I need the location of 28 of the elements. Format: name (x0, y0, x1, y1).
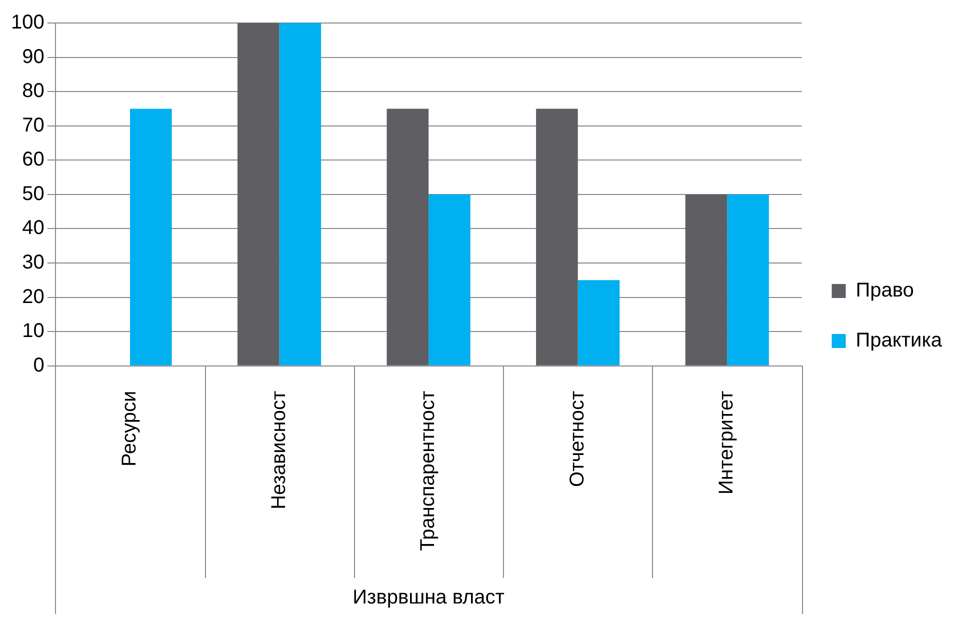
x-tick-label: Ресурси (118, 390, 141, 467)
y-tick-label: 60 (22, 148, 44, 171)
bar (279, 23, 322, 366)
y-tick-label: 100 (10, 12, 44, 34)
legend-label: Практика (856, 330, 943, 352)
y-tick-label: 10 (22, 320, 44, 342)
x-tick-label: Интегритет (716, 390, 738, 495)
bar (130, 108, 172, 366)
legend-label: Право (856, 280, 914, 302)
y-tick-label: 70 (22, 114, 44, 136)
bar (428, 194, 470, 366)
y-tick-label: 80 (22, 80, 44, 102)
bar (727, 194, 769, 366)
y-tick-label: 40 (22, 217, 44, 240)
bar (685, 194, 728, 366)
bar (237, 23, 280, 366)
y-tick-label: 90 (22, 46, 44, 68)
y-tick-label: 20 (22, 286, 44, 308)
x-tick-label: Отчетност (566, 390, 588, 487)
y-tick-label: 30 (22, 252, 44, 274)
bar (578, 280, 620, 366)
y-tick-label: 0 (33, 354, 44, 376)
x-axis-title: Изврвшна власт (352, 586, 504, 609)
x-tick-label: Транспарентност (417, 390, 440, 552)
y-tick-label: 50 (22, 182, 44, 205)
bar (386, 108, 429, 366)
x-tick-label: Независност (268, 390, 290, 510)
bar (536, 108, 578, 366)
